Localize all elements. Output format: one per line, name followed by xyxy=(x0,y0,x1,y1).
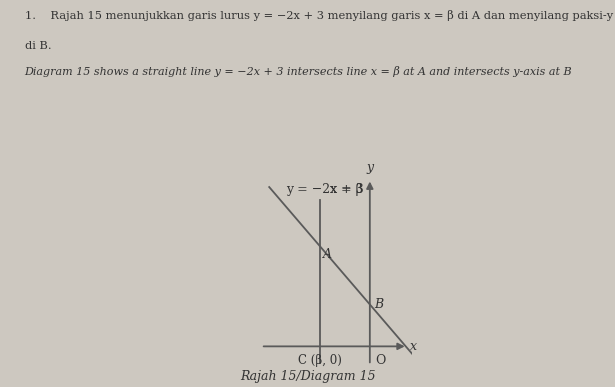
Text: x = β: x = β xyxy=(330,183,363,196)
Text: di B.: di B. xyxy=(25,41,51,51)
Text: O: O xyxy=(375,354,385,367)
Text: B: B xyxy=(374,298,383,311)
Text: y = −2x + 3: y = −2x + 3 xyxy=(286,183,363,196)
Text: 1.    Rajah 15 menunjukkan garis lurus y = −2x + 3 menyilang garis x = β di A da: 1. Rajah 15 menunjukkan garis lurus y = … xyxy=(25,10,613,21)
Text: x: x xyxy=(410,340,416,353)
Text: A: A xyxy=(322,248,331,261)
Text: Rajah 15/Diagram 15: Rajah 15/Diagram 15 xyxy=(240,370,375,383)
Text: y: y xyxy=(367,161,373,175)
Text: C (β, 0): C (β, 0) xyxy=(298,354,341,367)
Text: Diagram 15 shows a straight line y = −2x + 3 intersects line x = β at A and inte: Diagram 15 shows a straight line y = −2x… xyxy=(25,66,572,77)
